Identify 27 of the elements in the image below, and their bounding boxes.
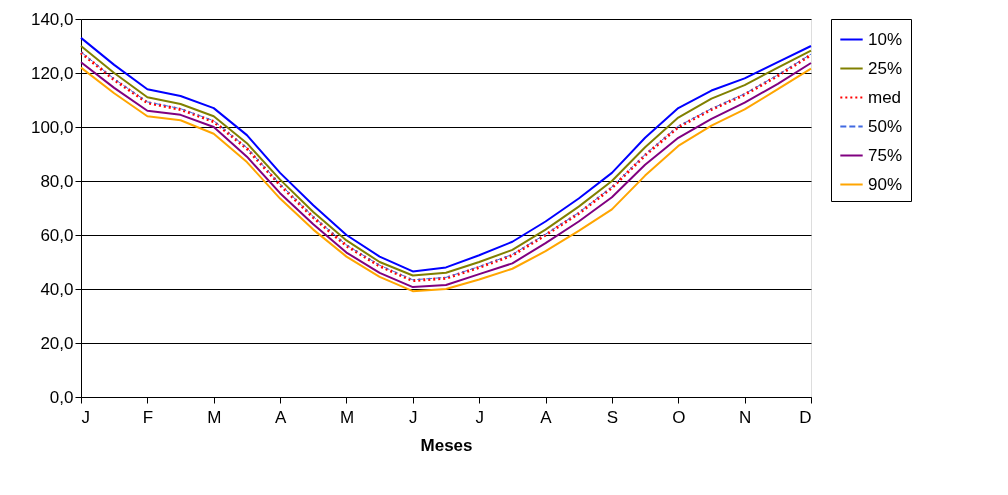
legend-label: 25% — [868, 58, 903, 78]
x-tick-label: D — [799, 407, 812, 427]
x-tick-label: J — [409, 407, 418, 427]
x-tick-label: J — [81, 407, 90, 427]
legend-label: 75% — [868, 145, 903, 165]
legend-label: 50% — [868, 116, 903, 136]
y-tick-label: 60,0 — [40, 225, 74, 245]
x-tick-label: M — [339, 407, 355, 427]
x-tick-label: M — [207, 407, 222, 427]
x-tick-label: A — [540, 407, 553, 427]
x-tick-label: S — [606, 407, 619, 427]
x-tick-label: J — [475, 407, 484, 427]
x-tick-label: A — [274, 407, 287, 427]
legend-label: 90% — [868, 174, 903, 194]
y-tick-label: 20,0 — [40, 333, 74, 353]
x-tick-label: O — [672, 407, 686, 427]
y-tick-label: 0,0 — [49, 387, 74, 407]
y-tick-label: 80,0 — [40, 171, 74, 191]
legend-label: med — [868, 87, 902, 107]
y-tick-label: 40,0 — [40, 279, 74, 299]
x-tick-label: N — [739, 407, 752, 427]
x-axis-title: Meses — [420, 435, 473, 455]
y-tick-label: 120,0 — [30, 63, 74, 83]
y-tick-label: 100,0 — [30, 117, 74, 137]
x-tick-label: F — [142, 407, 154, 427]
legend-label: 10% — [868, 29, 903, 49]
y-tick-label: 140,0 — [30, 9, 74, 29]
